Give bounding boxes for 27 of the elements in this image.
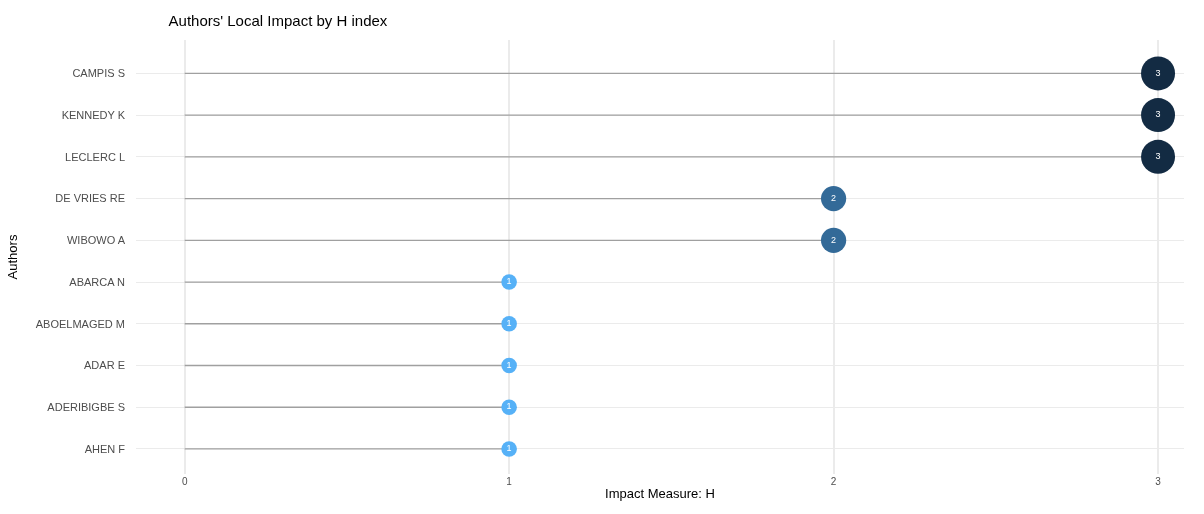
x-tick-label: 1 [506, 476, 513, 487]
y-tick-label: CAMPIS S [72, 67, 125, 80]
y-tick-label: ADAR E [84, 359, 125, 372]
y-tick-label: WIBOWO A [66, 234, 126, 247]
y-tick-label: ABARCA N [69, 275, 126, 288]
chart-title: Authors' Local Impact by H index [168, 11, 388, 29]
y-tick-label: AHEN F [84, 442, 126, 455]
y-tick-label: ADERIBIGBE S [47, 401, 125, 414]
y-tick-label: DE VRIES RE [55, 192, 125, 205]
data-label: 3 [1155, 67, 1161, 78]
y-tick-label: KENNEDY K [61, 108, 126, 121]
x-axis-title: Impact Measure: H [605, 485, 715, 501]
x-tick-label: 3 [1155, 476, 1162, 487]
y-tick-label: ABOELMAGED M [35, 317, 125, 330]
x-tick-label: 2 [830, 476, 837, 487]
data-label: 1 [506, 276, 512, 287]
y-tick-label: LECLERC L [65, 150, 125, 163]
data-label: 3 [1155, 151, 1161, 162]
data-label: 1 [506, 443, 512, 454]
data-label: 1 [506, 318, 512, 329]
data-label: 1 [506, 359, 512, 370]
data-label: 3 [1155, 109, 1161, 120]
x-tick-label: 0 [181, 476, 188, 487]
data-label: 1 [506, 401, 512, 412]
data-label: 2 [831, 192, 837, 203]
y-axis-title: Authors [4, 234, 20, 280]
data-label: 2 [831, 234, 837, 245]
